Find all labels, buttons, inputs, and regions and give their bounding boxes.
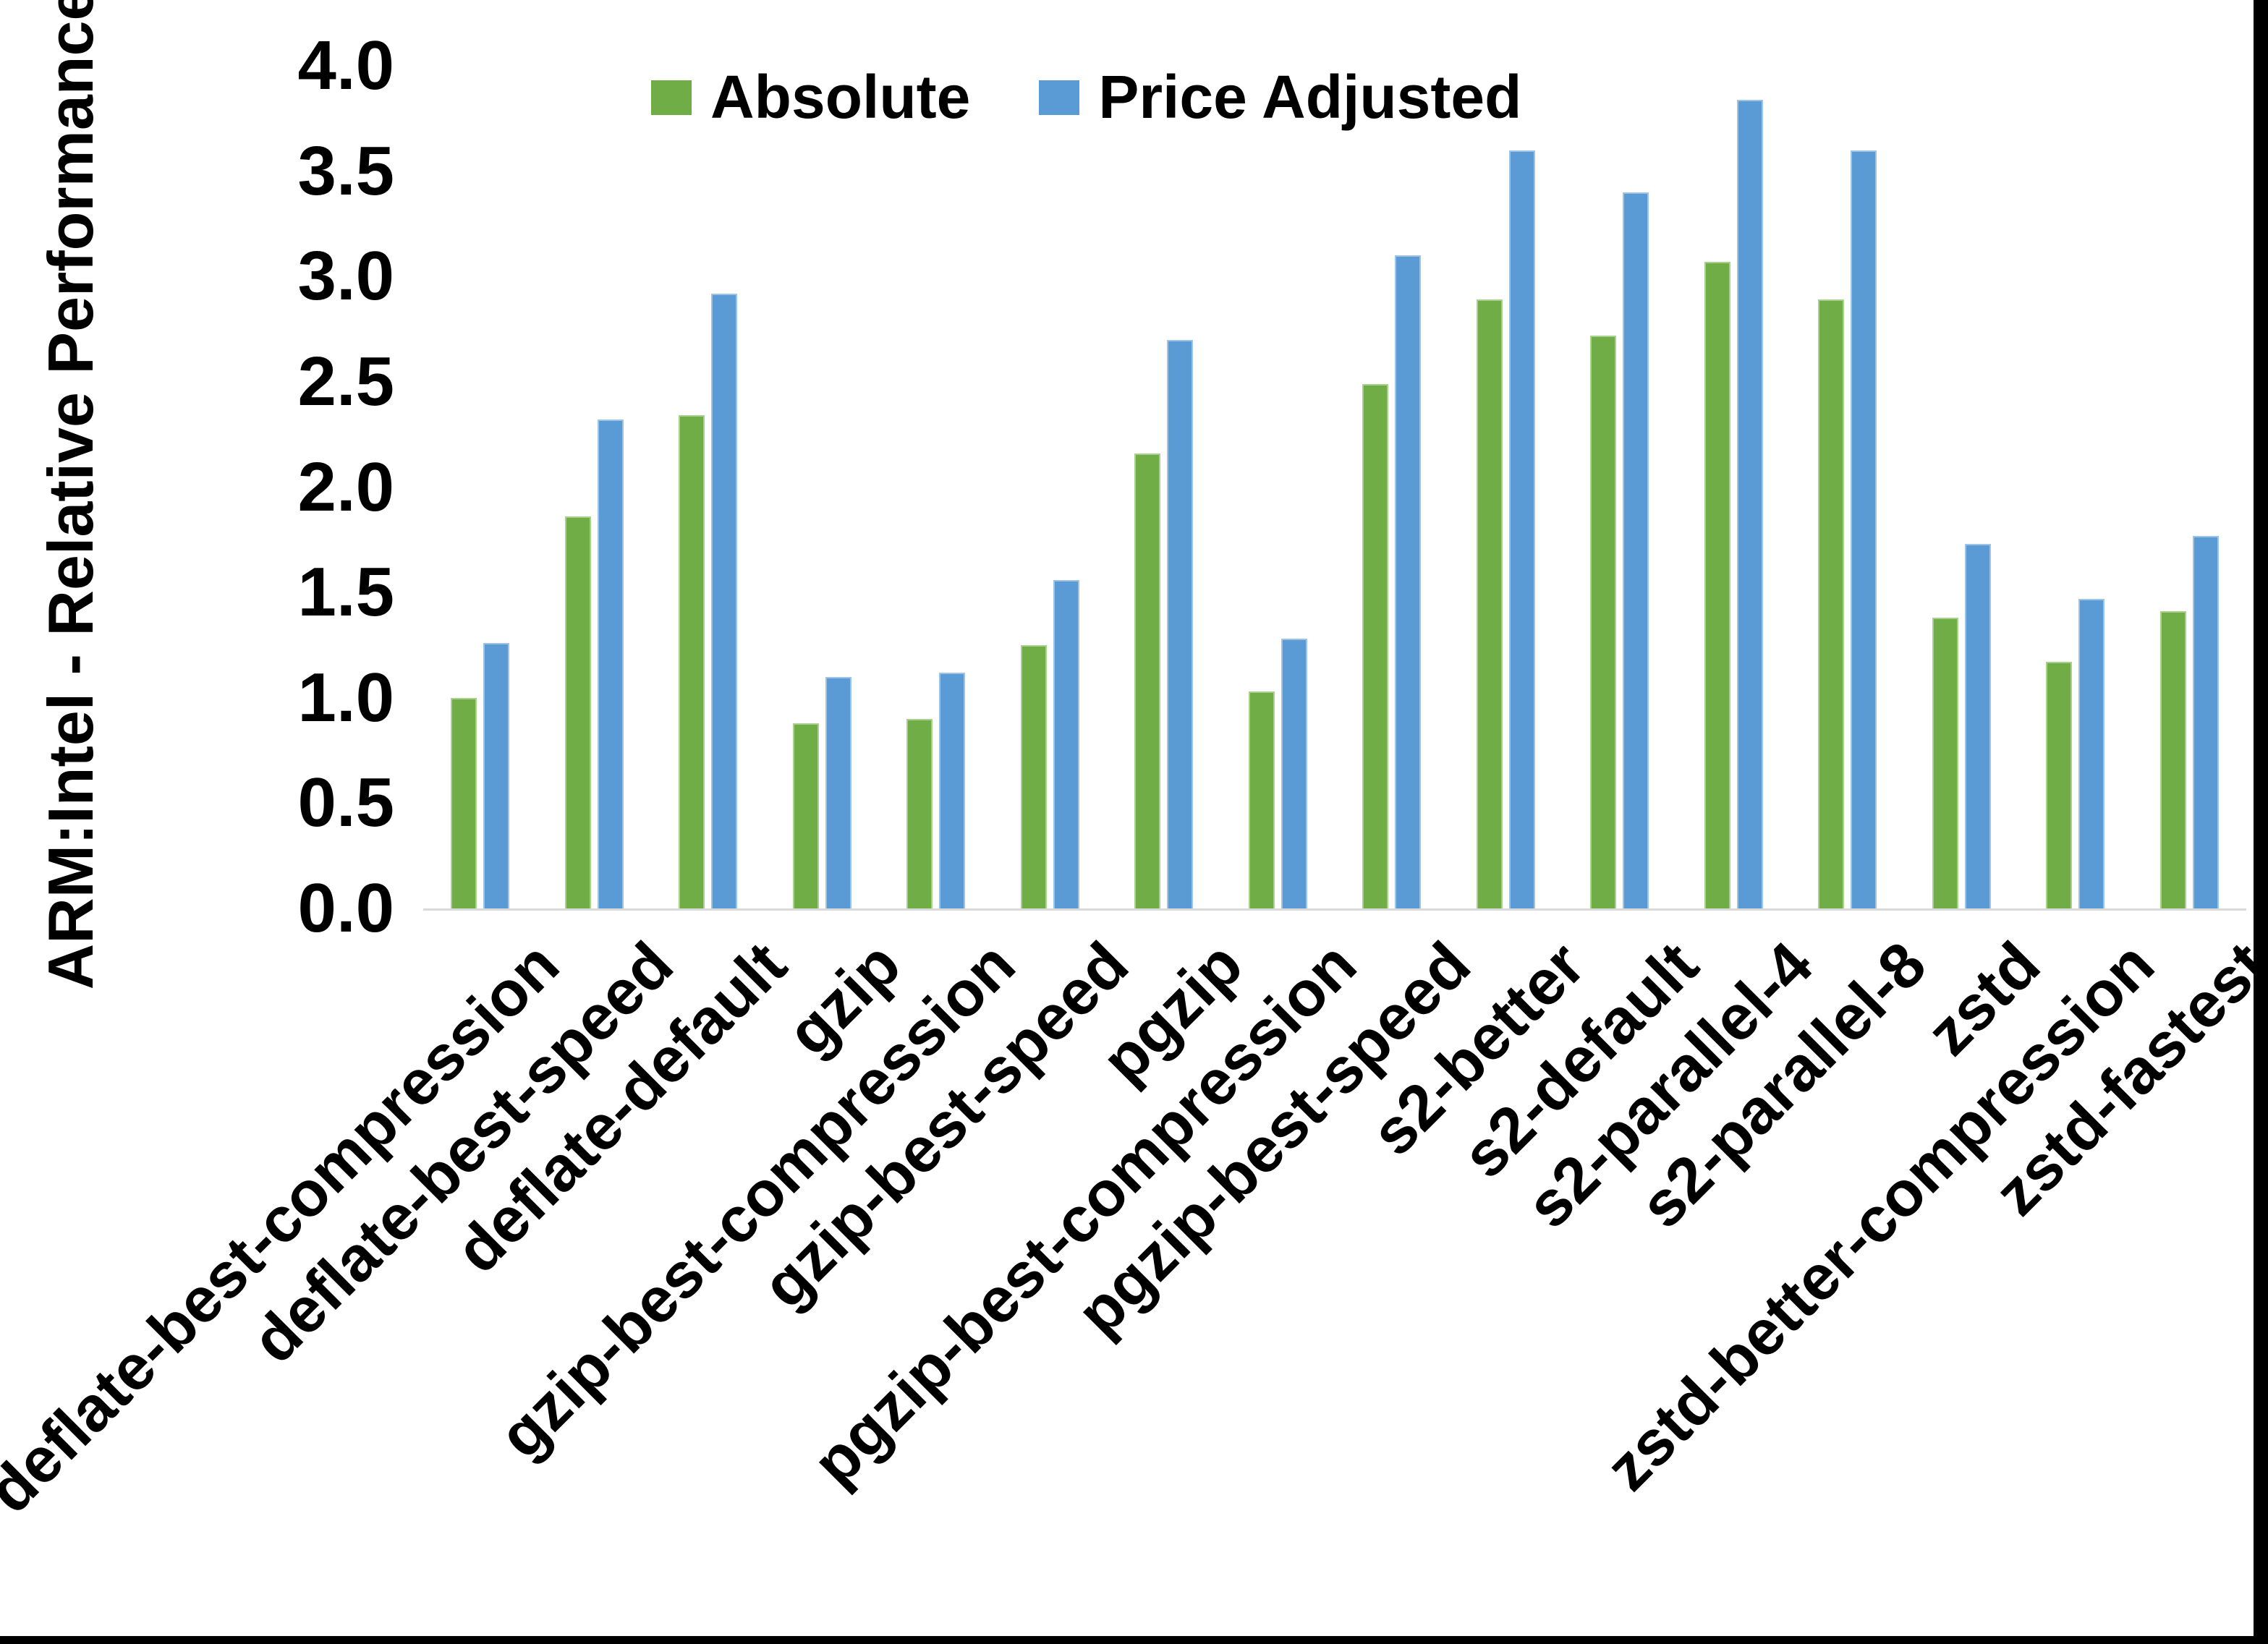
bar-price-adjusted-pgzip-best-speed xyxy=(1395,255,1422,908)
legend-swatch-absolute xyxy=(651,80,692,115)
y-axis-title: ARM:Intel - Relative Performance xyxy=(35,0,106,990)
bar-absolute-s2-default xyxy=(1590,335,1617,908)
legend-swatch-price-adjusted xyxy=(1039,80,1080,115)
y-tick-label: 1.0 xyxy=(297,658,394,736)
bar-group-zstd-better-compression xyxy=(2018,66,2133,908)
y-tick-label: 3.5 xyxy=(297,132,394,210)
bar-absolute-s2-parallel-4 xyxy=(1704,261,1730,908)
legend: Absolute Price Adjusted xyxy=(651,62,1521,132)
screen-bottom-border xyxy=(0,1636,2268,1644)
bar-group-deflate-default xyxy=(651,66,765,908)
bar-group-pgzip-best-speed xyxy=(1335,66,1449,908)
bar-group-gzip-best-compression xyxy=(879,66,993,908)
legend-label: Absolute xyxy=(710,63,971,131)
bar-price-adjusted-gzip-best-compression xyxy=(939,672,966,908)
bar-absolute-deflate-best-speed xyxy=(564,516,591,908)
screen-right-border xyxy=(2254,0,2268,1644)
bar-price-adjusted-gzip xyxy=(825,676,851,908)
bar-price-adjusted-zstd-better-compression xyxy=(2078,598,2105,908)
y-tick-label: 0.0 xyxy=(297,869,394,947)
bar-price-adjusted-deflate-best-compression xyxy=(483,643,510,908)
bar-price-adjusted-pgzip-best-compression xyxy=(1280,639,1307,908)
legend-label: Price Adjusted xyxy=(1098,63,1522,131)
y-tick-label: 3.0 xyxy=(297,237,394,315)
bar-absolute-zstd xyxy=(1932,618,1958,908)
bar-price-adjusted-s2-parallel-4 xyxy=(1736,99,1763,908)
bar-price-adjusted-gzip-best-speed xyxy=(1053,579,1079,908)
bar-absolute-deflate-default xyxy=(679,415,705,908)
bar-absolute-gzip-best-speed xyxy=(1020,644,1047,908)
bar-absolute-s2-better xyxy=(1476,299,1503,908)
y-tick-label: 4.0 xyxy=(297,27,394,104)
bar-group-pgzip xyxy=(1107,66,1221,908)
legend-item-absolute: Absolute xyxy=(651,62,970,132)
bar-group-gzip-best-speed xyxy=(993,66,1108,908)
bar-group-s2-default xyxy=(1563,66,1677,908)
y-tick-label: 2.0 xyxy=(297,448,394,526)
bar-absolute-s2-parallel-8 xyxy=(1818,299,1845,908)
bar-absolute-gzip-best-compression xyxy=(906,718,933,908)
bar-absolute-pgzip xyxy=(1134,453,1161,908)
bar-group-zstd-fastest xyxy=(2133,66,2247,908)
plot-area xyxy=(423,66,2246,911)
y-tick-label: 2.5 xyxy=(297,342,394,420)
bar-absolute-zstd-fastest xyxy=(2159,611,2186,908)
bar-price-adjusted-deflate-best-speed xyxy=(597,419,624,908)
bar-group-gzip xyxy=(765,66,880,908)
bar-group-deflate-best-speed xyxy=(538,66,652,908)
bar-price-adjusted-pgzip xyxy=(1167,339,1194,908)
bar-absolute-pgzip-best-speed xyxy=(1362,383,1389,908)
y-tick-label: 1.5 xyxy=(297,553,394,631)
bar-absolute-gzip xyxy=(792,723,819,908)
bar-group-deflate-best-compression xyxy=(423,66,538,908)
bar-price-adjusted-s2-default xyxy=(1623,192,1649,908)
bar-price-adjusted-s2-better xyxy=(1508,150,1535,908)
bar-group-s2-parallel-8 xyxy=(1791,66,1905,908)
bar-group-s2-better xyxy=(1449,66,1563,908)
bar-group-zstd xyxy=(1905,66,2019,908)
bar-absolute-zstd-better-compression xyxy=(2046,662,2073,908)
bar-price-adjusted-deflate-default xyxy=(711,293,738,908)
bar-absolute-deflate-best-compression xyxy=(451,697,477,908)
legend-item-price-adjusted: Price Adjusted xyxy=(1039,62,1521,132)
bar-price-adjusted-s2-parallel-8 xyxy=(1851,150,1877,908)
y-tick-label: 0.5 xyxy=(297,764,394,842)
bar-price-adjusted-zstd xyxy=(1964,544,1991,908)
bar-group-s2-parallel-4 xyxy=(1677,66,1791,908)
bar-price-adjusted-zstd-fastest xyxy=(2192,535,2219,908)
bar-absolute-pgzip-best-compression xyxy=(1248,691,1275,908)
bar-group-pgzip-best-compression xyxy=(1221,66,1335,908)
